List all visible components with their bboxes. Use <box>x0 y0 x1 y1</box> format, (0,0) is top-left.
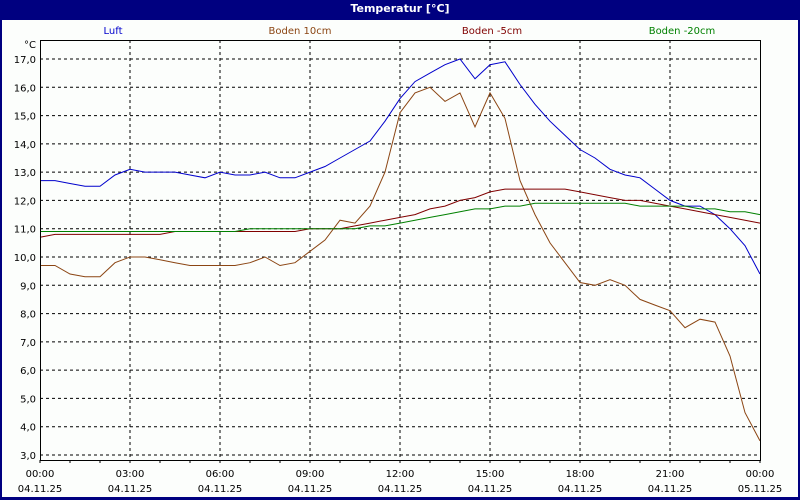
x-tick-time: 12:00 <box>386 469 415 480</box>
x-tick-time: 18:00 <box>566 469 595 480</box>
y-tick-label: 7,0 <box>20 338 36 349</box>
plot-border <box>40 40 761 461</box>
x-tick-time: 03:00 <box>116 469 145 480</box>
x-tick-time: 00:00 <box>746 469 775 480</box>
y-tick-label: 10,0 <box>14 253 36 264</box>
x-tick-time: 09:00 <box>296 469 325 480</box>
x-tick-date: 04.11.25 <box>468 484 513 495</box>
legend-item-boden-10cm: Boden 10cm <box>269 26 332 37</box>
x-tick-date: 05.11.25 <box>738 484 783 495</box>
y-tick-label: 13,0 <box>14 168 36 179</box>
series-line-boden-10cm <box>40 86 761 442</box>
series-line-boden-20cm <box>40 202 761 232</box>
series-line-luft <box>40 58 761 275</box>
y-tick-label: 15,0 <box>14 112 36 123</box>
y-axis-unit: °C <box>24 40 36 51</box>
x-tick-date: 04.11.25 <box>378 484 423 495</box>
x-tick-time: 00:00 <box>26 469 55 480</box>
series-line-boden-5cm <box>39 188 761 238</box>
y-tick-label: 16,0 <box>14 83 36 94</box>
y-tick-label: 17,0 <box>14 55 36 66</box>
x-tick-time: 15:00 <box>476 469 505 480</box>
chart-client-area: Luft Boden 10cm Boden -5cm Boden -20cm 17,0 1… <box>2 20 798 497</box>
x-tick-date: 04.11.25 <box>198 484 243 495</box>
legend-item-luft: Luft <box>104 26 123 37</box>
x-tick-date: 04.11.25 <box>288 484 333 495</box>
y-tick-label: 12,0 <box>14 196 36 207</box>
window-title: Temperatur [°C] <box>350 2 450 15</box>
y-tick-label: 4,0 <box>20 423 36 434</box>
legend-item-boden-5cm: Boden -5cm <box>462 26 522 37</box>
y-tick-label: 5,0 <box>20 394 36 405</box>
x-tick-time: 21:00 <box>656 469 685 480</box>
legend-item-boden-20cm: Boden -20cm <box>649 26 716 37</box>
y-tick-label: 8,0 <box>20 310 36 321</box>
x-tick-time: 06:00 <box>206 469 235 480</box>
y-tick-label: 11,0 <box>14 225 36 236</box>
x-tick-date: 04.11.25 <box>648 484 693 495</box>
x-tick-date: 04.11.25 <box>108 484 153 495</box>
temperature-chart: Luft Boden 10cm Boden -5cm Boden -20cm 17,0 1… <box>14 26 783 495</box>
y-tick-label: 9,0 <box>20 281 36 292</box>
y-tick-label: 14,0 <box>14 140 36 151</box>
x-tick-date: 04.11.25 <box>558 484 603 495</box>
y-tick-label: 3,0 <box>20 451 36 462</box>
x-tick-date: 04.11.25 <box>18 484 63 495</box>
y-tick-label: 6,0 <box>20 366 36 377</box>
